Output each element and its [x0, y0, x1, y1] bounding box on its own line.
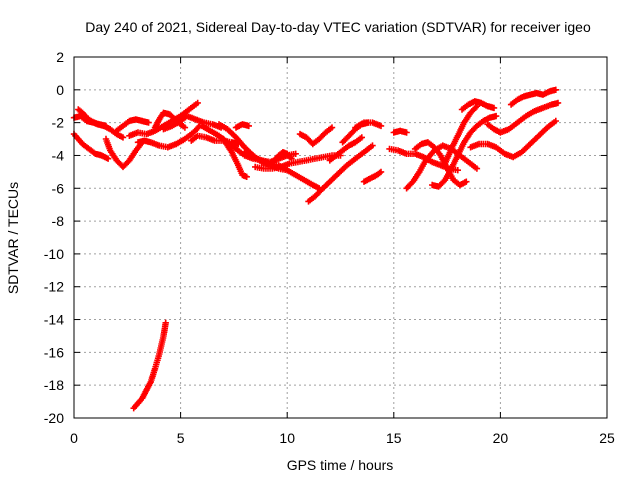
point-markers [130, 319, 169, 412]
series-arc-23 [360, 168, 385, 185]
series-arc-16 [252, 152, 344, 172]
chart-title: Day 240 of 2021, Sidereal Day-to-day VTE… [85, 19, 591, 35]
y-tick-label: -10 [44, 246, 64, 262]
plot-frame [73, 56, 608, 419]
point-markers [441, 103, 481, 167]
point-markers [360, 168, 385, 185]
series-arc-22 [352, 119, 385, 131]
point-markers [102, 135, 146, 171]
series-arc-32 [484, 99, 562, 136]
y-axis-label: SDTVAR / TECUs [5, 182, 21, 294]
point-markers [232, 121, 252, 131]
point-markers [507, 86, 559, 108]
series-arc-30 [458, 98, 498, 113]
y-tick-label: -6 [52, 180, 65, 196]
data-points [70, 86, 562, 412]
y-tick-label: 0 [56, 82, 64, 98]
y-tick-label: -16 [44, 344, 64, 360]
x-tick-label: 25 [599, 430, 615, 446]
series-arc-31 [467, 117, 559, 161]
point-markers [305, 142, 376, 205]
series-arc-33 [507, 86, 559, 108]
series-arc-34 [130, 319, 169, 412]
point-markers [352, 119, 385, 131]
point-markers [252, 152, 344, 172]
series-arc-24 [390, 127, 410, 136]
point-markers [429, 112, 500, 190]
x-tick-label: 10 [279, 430, 295, 446]
series-arc-19 [305, 142, 376, 205]
point-markers [75, 106, 127, 141]
point-markers [484, 99, 562, 136]
y-tick-label: 2 [56, 49, 64, 65]
point-markers [390, 127, 410, 136]
series-arc-20 [326, 134, 365, 164]
point-markers [296, 124, 336, 148]
y-tick-label: -14 [44, 312, 64, 328]
x-axis-label: GPS time / hours [287, 457, 394, 473]
point-markers [134, 122, 203, 151]
point-markers [467, 117, 559, 161]
x-tick-label: 5 [177, 430, 185, 446]
series-arc-07 [134, 122, 203, 151]
y-tick-label: -8 [52, 213, 65, 229]
series-arc-05 [113, 116, 152, 134]
series-arc-28 [429, 112, 500, 190]
y-tick-label: -18 [44, 377, 64, 393]
series-arc-14 [232, 121, 252, 131]
point-markers [458, 98, 498, 113]
y-tick-label: -2 [52, 115, 65, 131]
point-markers [160, 112, 225, 133]
series-arc-17 [266, 149, 295, 169]
x-tick-label: 20 [493, 430, 509, 446]
x-tick-label: 15 [386, 430, 402, 446]
point-markers [113, 116, 152, 134]
x-tick-label: 0 [70, 430, 78, 446]
series-arc-09 [160, 112, 225, 133]
series-arc-29 [441, 103, 481, 167]
series-arc-04 [102, 135, 146, 171]
y-tick-label: -12 [44, 279, 64, 295]
y-tick-label: -4 [52, 147, 65, 163]
point-markers [220, 135, 250, 180]
series-arc-03 [75, 106, 127, 141]
y-tick-label: -20 [44, 410, 64, 426]
point-markers [266, 149, 295, 169]
series-arc-18 [296, 124, 336, 148]
series-arc-13 [220, 135, 250, 180]
point-markers [326, 134, 365, 164]
